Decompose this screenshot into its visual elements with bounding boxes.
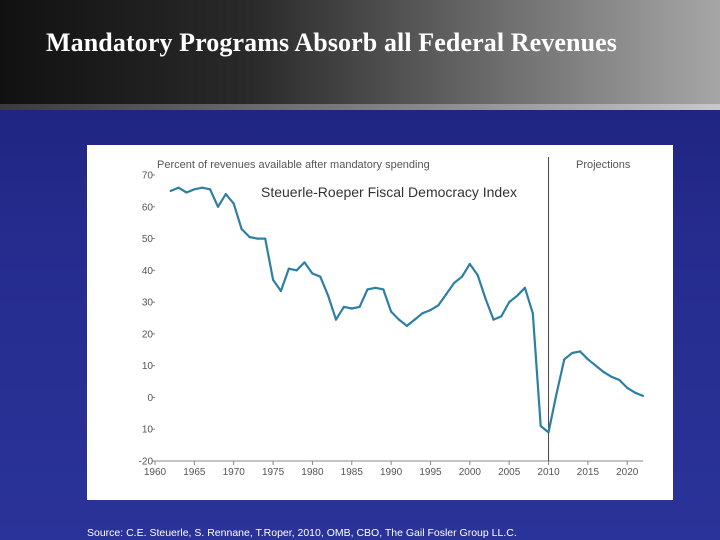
x-tick-label: 1965: [183, 467, 206, 478]
y-tick-label: 50: [142, 234, 154, 245]
data-point: [594, 364, 597, 367]
title-bar: Mandatory Programs Absorb all Federal Re…: [0, 0, 720, 110]
data-point: [634, 391, 637, 394]
data-point: [319, 275, 322, 278]
x-tick-label: 1960: [144, 467, 167, 478]
y-tick-label: 30: [142, 298, 154, 309]
data-point: [295, 269, 298, 272]
data-point: [169, 189, 172, 192]
series-points: [169, 186, 645, 434]
title-bar-edge: [0, 104, 720, 110]
x-tick-label: 1975: [262, 467, 285, 478]
data-point: [523, 286, 526, 289]
data-point: [185, 191, 188, 194]
data-point: [508, 301, 511, 304]
series-line-fiscal-democracy-index: [170, 186, 644, 434]
y-tick-label: 60: [142, 202, 154, 213]
y-tick-label: 10: [142, 425, 154, 436]
data-point: [201, 186, 204, 189]
y-tick-label: 10: [142, 361, 154, 372]
x-tick-label: 1970: [223, 467, 246, 478]
data-point: [413, 318, 416, 321]
data-point: [429, 309, 432, 312]
data-point: [209, 188, 212, 191]
data-point: [224, 193, 227, 196]
x-axis-ticks: 1960 1965 1970 1975 1980 1985 1990 1995 2000 2005…: [144, 461, 639, 478]
data-point: [390, 310, 393, 313]
slide-title: Mandatory Programs Absorb all Federal Re…: [46, 28, 618, 57]
data-point: [445, 293, 448, 296]
data-point: [571, 351, 574, 355]
x-tick-label: 2020: [616, 467, 639, 478]
data-point: [539, 424, 542, 428]
x-tick-label: 2000: [459, 467, 482, 478]
data-point: [492, 318, 495, 321]
chart-title: Steuerle-Roeper Fiscal Democracy Index: [261, 184, 517, 200]
data-point: [531, 312, 534, 315]
data-point: [547, 431, 550, 434]
data-point: [382, 288, 385, 291]
data-point: [437, 304, 440, 307]
data-point: [626, 386, 629, 389]
x-tick-label: 2005: [498, 467, 521, 478]
data-point: [216, 205, 220, 208]
source-note: Source: C.E. Steuerle, S. Rennane, T.Rop…: [87, 527, 517, 539]
projections-label: Projections: [576, 159, 631, 171]
data-point: [232, 202, 235, 205]
chart-panel: 70 60 50 40 30 20 10 0 10 -20 1960 1965 1970 1975 198…: [87, 145, 673, 500]
data-point: [610, 375, 613, 378]
data-point: [358, 305, 361, 308]
data-point: [311, 272, 314, 275]
data-point: [193, 188, 196, 191]
y-tick-label: 0: [147, 393, 153, 404]
data-point: [641, 394, 645, 397]
x-tick-label: 2015: [577, 467, 600, 478]
x-tick-label: 1980: [301, 467, 324, 478]
data-point: [272, 278, 275, 281]
y-axis-ticks: 70 60 50 40 30 20 10 0 10 -20: [139, 171, 155, 468]
data-point: [279, 289, 282, 293]
data-point: [374, 286, 377, 289]
y-tick-label: 20: [142, 329, 154, 340]
data-point: [586, 358, 589, 361]
data-point: [240, 227, 243, 231]
data-point: [500, 315, 503, 318]
data-point: [563, 358, 566, 361]
data-point: [484, 297, 487, 300]
data-point: [476, 274, 479, 277]
x-tick-label: 1990: [380, 467, 403, 478]
y-axis-label: Percent of revenues available after mand…: [157, 159, 430, 171]
data-point: [421, 312, 424, 315]
data-point: [468, 262, 471, 266]
data-point: [287, 267, 290, 270]
data-point: [327, 294, 330, 297]
data-point: [397, 318, 401, 321]
data-point: [453, 281, 456, 285]
x-tick-label: 2010: [537, 467, 560, 478]
data-point: [405, 324, 408, 327]
x-tick-label: 1995: [419, 467, 442, 478]
data-point: [602, 370, 605, 374]
data-point: [578, 350, 582, 353]
data-point: [334, 318, 338, 321]
y-tick-label: -20: [139, 457, 154, 468]
data-point: [555, 393, 558, 396]
x-tick-label: 1985: [341, 467, 364, 478]
data-point: [516, 294, 519, 297]
y-tick-label: 70: [142, 171, 154, 182]
data-point: [350, 307, 353, 310]
data-point: [256, 237, 259, 240]
y-tick-label: 40: [142, 266, 154, 277]
data-point: [366, 288, 369, 291]
data-point: [618, 378, 621, 382]
data-point: [264, 237, 267, 240]
data-point: [460, 275, 464, 278]
data-point: [177, 186, 180, 189]
data-point: [342, 305, 345, 308]
data-point: [248, 235, 251, 239]
data-point: [303, 261, 306, 264]
